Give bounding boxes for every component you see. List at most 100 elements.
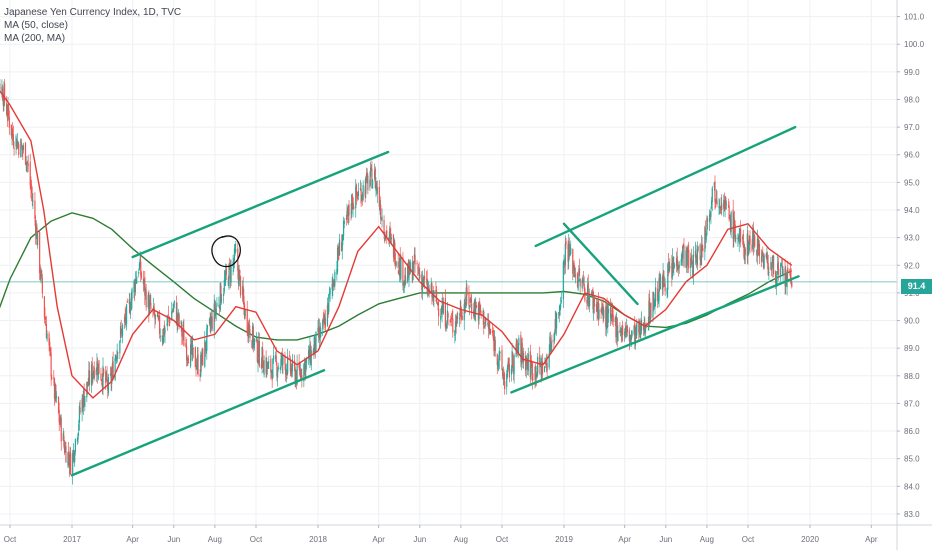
candle-body xyxy=(86,381,89,388)
candle-body xyxy=(749,236,751,245)
candle-body xyxy=(711,187,713,203)
candle-body xyxy=(332,282,334,287)
candle-body xyxy=(479,304,482,313)
candle-body xyxy=(423,276,425,285)
price-tick-label: 101.0 xyxy=(904,13,925,22)
candle-body xyxy=(634,327,637,346)
candle-body xyxy=(202,348,204,366)
candle-body xyxy=(460,305,462,318)
candle-body xyxy=(739,228,742,243)
candle-body xyxy=(78,405,81,424)
candle-body xyxy=(588,303,590,305)
candle-body xyxy=(535,365,537,378)
candle-body xyxy=(653,306,655,307)
candle-body xyxy=(441,305,443,318)
candle-body xyxy=(204,342,207,351)
candle-body xyxy=(555,318,557,329)
candle-body xyxy=(244,310,246,317)
candle-body xyxy=(583,283,585,290)
candle-body xyxy=(598,309,600,319)
candle-body xyxy=(691,259,693,265)
candle-body xyxy=(570,247,572,254)
candle-body xyxy=(49,342,51,347)
candle-body xyxy=(41,270,43,277)
price-tick-label: 90.0 xyxy=(904,317,920,326)
candle-body xyxy=(607,310,609,327)
candle-body xyxy=(360,189,362,204)
candle-body xyxy=(735,237,737,239)
candle-body xyxy=(208,318,211,324)
candle-body xyxy=(210,316,213,324)
candle-body xyxy=(57,397,60,413)
candle-body xyxy=(739,231,741,233)
candle-body xyxy=(524,356,527,371)
candle-body xyxy=(708,214,711,222)
candle-body xyxy=(405,276,407,284)
candle-body xyxy=(67,452,69,466)
price-axis[interactable]: 101.0 100.0 99.0 98.0 97.0 96.0 95.0 94.0 93.0 92… xyxy=(896,0,925,550)
candle-body xyxy=(303,364,305,382)
candle-body xyxy=(638,321,640,333)
candle-body xyxy=(642,322,645,331)
candle-body xyxy=(606,304,608,326)
candle-body xyxy=(721,203,723,211)
candle-body xyxy=(186,356,188,358)
time-tick-label: Jun xyxy=(167,535,180,544)
candle-body xyxy=(361,196,363,201)
candle-body xyxy=(277,366,279,370)
candle-body xyxy=(16,141,19,148)
candle-body xyxy=(644,325,646,333)
candle-body xyxy=(394,242,396,264)
candle-body xyxy=(748,239,750,243)
candle-body xyxy=(458,317,461,320)
candle-body xyxy=(39,270,41,278)
candle-body xyxy=(493,335,495,351)
candle-body xyxy=(172,308,174,311)
price-tick-label: 97.0 xyxy=(904,123,920,132)
candle-body xyxy=(307,349,310,358)
candle-body xyxy=(770,265,773,271)
candle-body xyxy=(196,355,198,365)
candle-body xyxy=(68,462,70,468)
candle-body xyxy=(668,269,670,272)
candle-body xyxy=(700,244,703,265)
candle-body xyxy=(563,260,565,264)
candle-body xyxy=(251,340,253,348)
candle-body xyxy=(192,347,194,350)
candle-body xyxy=(379,208,381,209)
candle-body xyxy=(558,312,560,314)
time-axis[interactable]: Oct 2017 Apr Jun Aug Oct 2018 Apr Jun Aug Oct 2019 A… xyxy=(0,524,932,544)
candle-body xyxy=(197,354,199,375)
trendline-diagonal-2019 xyxy=(562,222,639,306)
candle-body xyxy=(111,363,114,372)
candle-body xyxy=(662,272,664,288)
candle-body xyxy=(159,315,161,335)
candle-body xyxy=(463,303,465,321)
candle-body xyxy=(516,340,518,348)
candle-body xyxy=(364,186,366,197)
candle-body xyxy=(492,336,494,339)
candle-body xyxy=(369,179,371,188)
candle-body xyxy=(2,100,4,106)
candle-body xyxy=(371,180,374,189)
candle-body xyxy=(105,371,107,383)
candle-body xyxy=(390,237,393,240)
candle-body xyxy=(7,104,9,116)
candle-body xyxy=(431,291,434,299)
candle-body xyxy=(299,367,301,375)
candle-body xyxy=(74,454,76,462)
candle-body xyxy=(422,277,424,285)
ma50-layer xyxy=(0,90,793,399)
candle-body xyxy=(309,344,311,363)
candle-body xyxy=(185,346,188,361)
candle-body xyxy=(487,322,489,325)
candle-body xyxy=(407,263,409,277)
candle-body xyxy=(436,291,438,303)
candles-layer xyxy=(0,78,793,485)
candle-body xyxy=(648,300,650,324)
candle-body xyxy=(600,309,602,312)
candle-body xyxy=(21,145,23,150)
candle-body xyxy=(15,136,17,147)
price-tick-label: 93.0 xyxy=(904,234,920,243)
